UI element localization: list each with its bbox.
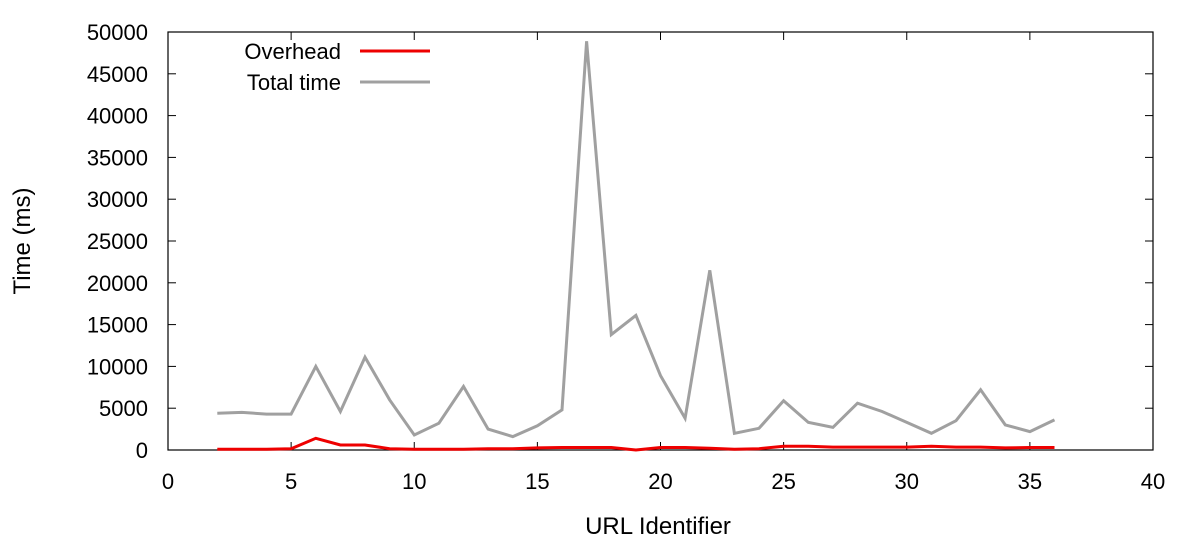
y-tick-label: 25000: [87, 229, 148, 254]
x-tick-label: 20: [648, 469, 672, 494]
y-tick-label: 15000: [87, 313, 148, 338]
x-axis-title: URL Identifier: [585, 513, 731, 540]
y-tick-label: 40000: [87, 104, 148, 129]
x-tick-label: 25: [771, 469, 795, 494]
x-tick-label: 10: [402, 469, 426, 494]
series-line-overhead: [217, 436, 1055, 452]
y-tick-label: 30000: [87, 187, 148, 212]
x-tick-label: 35: [1018, 469, 1042, 494]
y-tick-label: 5000: [99, 396, 148, 421]
x-tick-label: 30: [895, 469, 919, 494]
y-tick-label: 0: [136, 438, 148, 463]
x-tick-label: 40: [1141, 469, 1165, 494]
y-axis-title: Time (ms): [9, 187, 36, 294]
series-line-total-time: [217, 41, 1056, 439]
legend: Overhead Total time: [244, 39, 430, 95]
x-tick-label: 0: [162, 469, 174, 494]
legend-label: Overhead: [244, 39, 341, 64]
y-tick-label: 20000: [87, 271, 148, 296]
x-tick-label: 5: [285, 469, 297, 494]
y-tick-label: 35000: [87, 145, 148, 170]
y-tick-label: 45000: [87, 62, 148, 87]
y-tick-label: 10000: [87, 354, 148, 379]
legend-label: Total time: [247, 70, 341, 95]
x-tick-label: 15: [525, 469, 549, 494]
series-layer: [217, 41, 1056, 452]
axis-ticks: 0 5 10 15 20 25 30 35 40 0 5000 10000 15000 20000 2500…: [87, 20, 1165, 494]
y-tick-label: 50000: [87, 20, 148, 45]
